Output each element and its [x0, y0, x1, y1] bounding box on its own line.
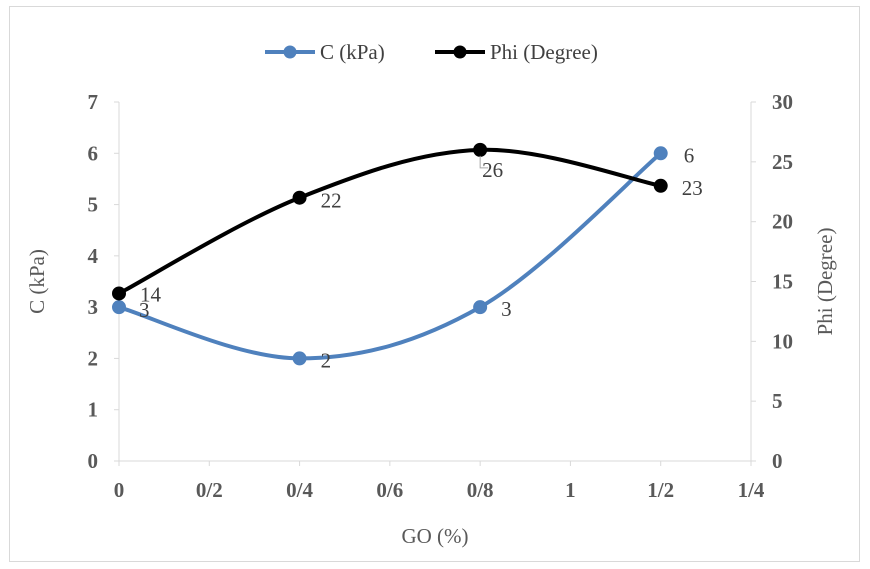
y-right-tick-label: 5: [772, 389, 783, 413]
y-axis-right-title: Phi (Degree): [813, 228, 837, 336]
y-left-tick-label: 4: [88, 244, 99, 268]
data-label: 22: [321, 189, 342, 213]
y-left-tick-label: 6: [88, 141, 99, 165]
x-tick-label: 1/4: [738, 478, 765, 502]
chart-frame: C (kPa) Phi (Degree) 0 1 2 3 4 5 6 7 0 5 10 15 20 25 30…: [9, 6, 860, 562]
legend: C (kPa) Phi (Degree): [265, 40, 598, 64]
x-tick-label: 0/6: [376, 478, 403, 502]
data-point: [473, 300, 488, 315]
data-label-leader: [479, 155, 489, 169]
legend-marker-1: [283, 45, 297, 59]
chart: C (kPa) Phi (Degree) 01234567051015202530…: [25, 40, 837, 548]
x-axis-title: GO (%): [401, 524, 468, 548]
y-left-tick-label: 7: [88, 90, 99, 114]
x-tick-label: 0/2: [196, 478, 223, 502]
data-label: 2: [321, 348, 332, 372]
x-tick-label: 0/8: [467, 478, 494, 502]
series-line-1: [117, 151, 663, 361]
y-right-tick-label: 15: [772, 270, 793, 294]
data-point: [473, 142, 488, 157]
y-right-tick-label: 25: [772, 150, 793, 174]
y-left-tick-label: 1: [88, 398, 99, 422]
data-point: [292, 351, 307, 366]
legend-label-1: C (kPa): [320, 40, 385, 64]
data-point: [112, 300, 126, 315]
y-axis-left-title: C (kPa): [25, 249, 49, 314]
x-tick-label: 1: [565, 478, 576, 502]
data-point: [292, 190, 307, 205]
series-line-2: [117, 147, 663, 296]
y-right-tick-label: 30: [772, 90, 793, 114]
x-tick-label: 0/4: [286, 478, 313, 502]
y-right-tick-label: 0: [772, 449, 783, 473]
data-label: 3: [139, 298, 150, 322]
data-label: 23: [682, 176, 703, 200]
legend-label-2: Phi (Degree): [490, 40, 598, 64]
legend-marker-2: [453, 45, 467, 59]
data-label: 6: [684, 143, 695, 167]
y-left-tick-label: 3: [88, 295, 99, 319]
y-right-tick-label: 10: [772, 329, 793, 353]
data-label: 3: [501, 297, 512, 321]
y-left-tick-label: 0: [88, 449, 99, 473]
data-point: [653, 146, 668, 161]
y-left-tick-label: 2: [88, 346, 99, 370]
data-point: [112, 286, 126, 301]
data-label: 26: [482, 158, 503, 182]
x-tick-label: 1/2: [647, 478, 674, 502]
data-label: 14: [140, 282, 162, 306]
data-point: [653, 178, 668, 193]
y-right-tick-label: 20: [772, 210, 793, 234]
x-tick-label: 0: [114, 478, 125, 502]
y-left-tick-label: 5: [88, 193, 99, 217]
